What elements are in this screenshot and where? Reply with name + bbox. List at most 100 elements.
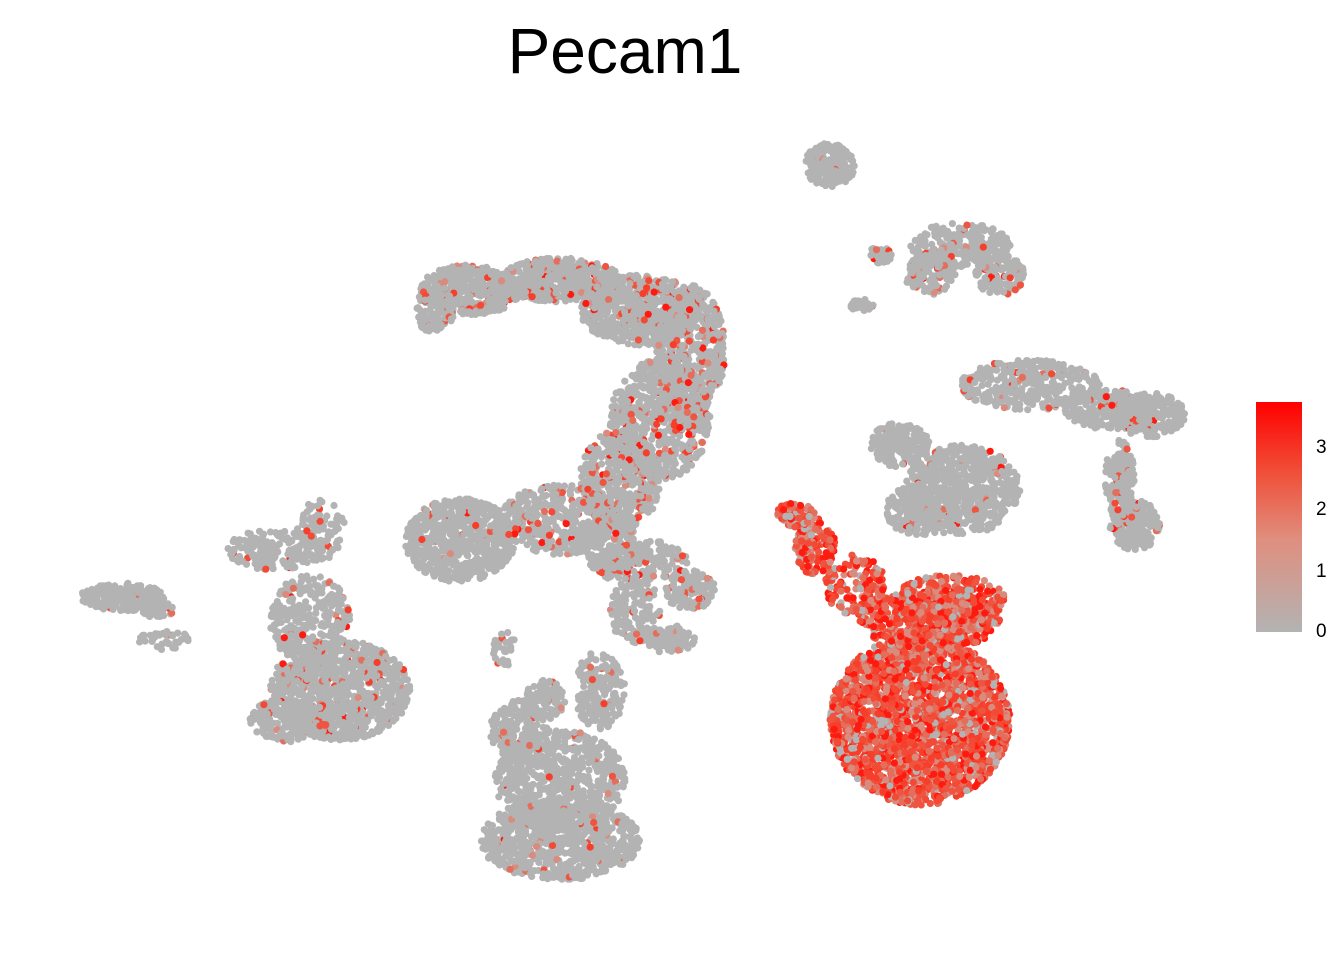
cell-point [643, 284, 651, 292]
cell-point [257, 714, 265, 722]
cell-point [344, 606, 352, 614]
cell-point [647, 322, 655, 330]
cell-point [498, 552, 506, 560]
cell-point [316, 588, 324, 597]
cell-point [302, 614, 310, 622]
cell-point [321, 597, 329, 605]
cell-point [137, 634, 145, 642]
cell-point [299, 705, 307, 713]
cell-point [483, 549, 491, 557]
cell-point [430, 503, 438, 511]
cell-point [287, 612, 295, 620]
cell-point [262, 565, 270, 573]
cell-point [335, 715, 343, 723]
cell-point [184, 635, 192, 643]
cell-point [518, 260, 527, 268]
cell-point [446, 550, 454, 558]
cell-point [675, 294, 683, 302]
cell-point [269, 565, 277, 573]
cell-point [468, 281, 476, 289]
cell-point [666, 311, 674, 319]
cell-point [171, 644, 179, 652]
cell-point [308, 617, 316, 626]
cell-point [453, 565, 461, 573]
cell-point [680, 353, 688, 361]
cell-point [318, 644, 326, 652]
cell-point [330, 501, 338, 510]
cell-point [168, 609, 176, 617]
cell-point [356, 728, 365, 736]
cell-point [325, 632, 333, 640]
cell-point [478, 567, 486, 575]
cell-point [158, 640, 166, 648]
cell-point [150, 601, 158, 609]
cell-point [305, 500, 313, 509]
cell-point [228, 549, 236, 557]
cell-point [367, 665, 375, 673]
cell-point [268, 731, 276, 739]
cell-point [284, 669, 292, 677]
cell-point [393, 697, 401, 705]
cell-point [579, 309, 587, 317]
cell-point [343, 691, 351, 700]
cell-point [326, 735, 334, 743]
cell-point [157, 645, 166, 654]
cell-point [558, 293, 566, 301]
cell-point [305, 716, 313, 724]
cell-point [247, 545, 255, 553]
cell-point [270, 682, 278, 691]
cell-point [377, 678, 385, 686]
cell-point [472, 521, 480, 530]
cell-point [299, 671, 307, 679]
cell-point [367, 694, 375, 702]
cell-point [230, 535, 238, 544]
cell-point [112, 594, 120, 603]
cell-point [462, 559, 470, 567]
cell-point [546, 255, 554, 263]
cell-point [449, 501, 457, 509]
cell-point [661, 276, 669, 284]
cell-point [619, 273, 627, 281]
cell-point [127, 591, 135, 599]
cell-point [611, 293, 620, 301]
cell-point [685, 293, 693, 301]
cell-point [354, 694, 362, 702]
cell-point [301, 645, 309, 653]
cell-point [286, 546, 294, 554]
cell-point [117, 606, 125, 614]
cell-point [455, 520, 463, 528]
cell-point [336, 683, 344, 691]
cell-point [429, 558, 437, 567]
cell-point [512, 285, 520, 294]
cell-point [150, 584, 158, 592]
cell-point [676, 315, 684, 323]
cell-point [340, 671, 349, 680]
cell-point [164, 639, 172, 647]
cell-point [242, 560, 251, 568]
cell-point [282, 723, 291, 731]
cell-point [316, 496, 324, 504]
cell-point [327, 520, 335, 528]
cell-point [495, 296, 504, 305]
cell-point [704, 359, 712, 367]
cell-point [322, 708, 330, 716]
cell-point [331, 663, 339, 671]
cell-point [692, 312, 700, 320]
cell-point [94, 601, 102, 609]
cell-point [301, 584, 310, 592]
cell-point [247, 719, 255, 727]
cell-point [280, 604, 288, 613]
cell-point [475, 534, 483, 542]
cell-point [488, 506, 496, 514]
cell-point [118, 586, 126, 594]
cell-point [316, 573, 324, 581]
cell-point [295, 698, 303, 707]
cell-point [299, 631, 307, 639]
cell-point [578, 270, 586, 278]
cell-point [634, 336, 643, 344]
cell-point [667, 332, 675, 340]
cell-point [448, 263, 456, 271]
cell-point [299, 520, 307, 528]
cell-point [316, 703, 324, 712]
cell-point [711, 351, 719, 359]
